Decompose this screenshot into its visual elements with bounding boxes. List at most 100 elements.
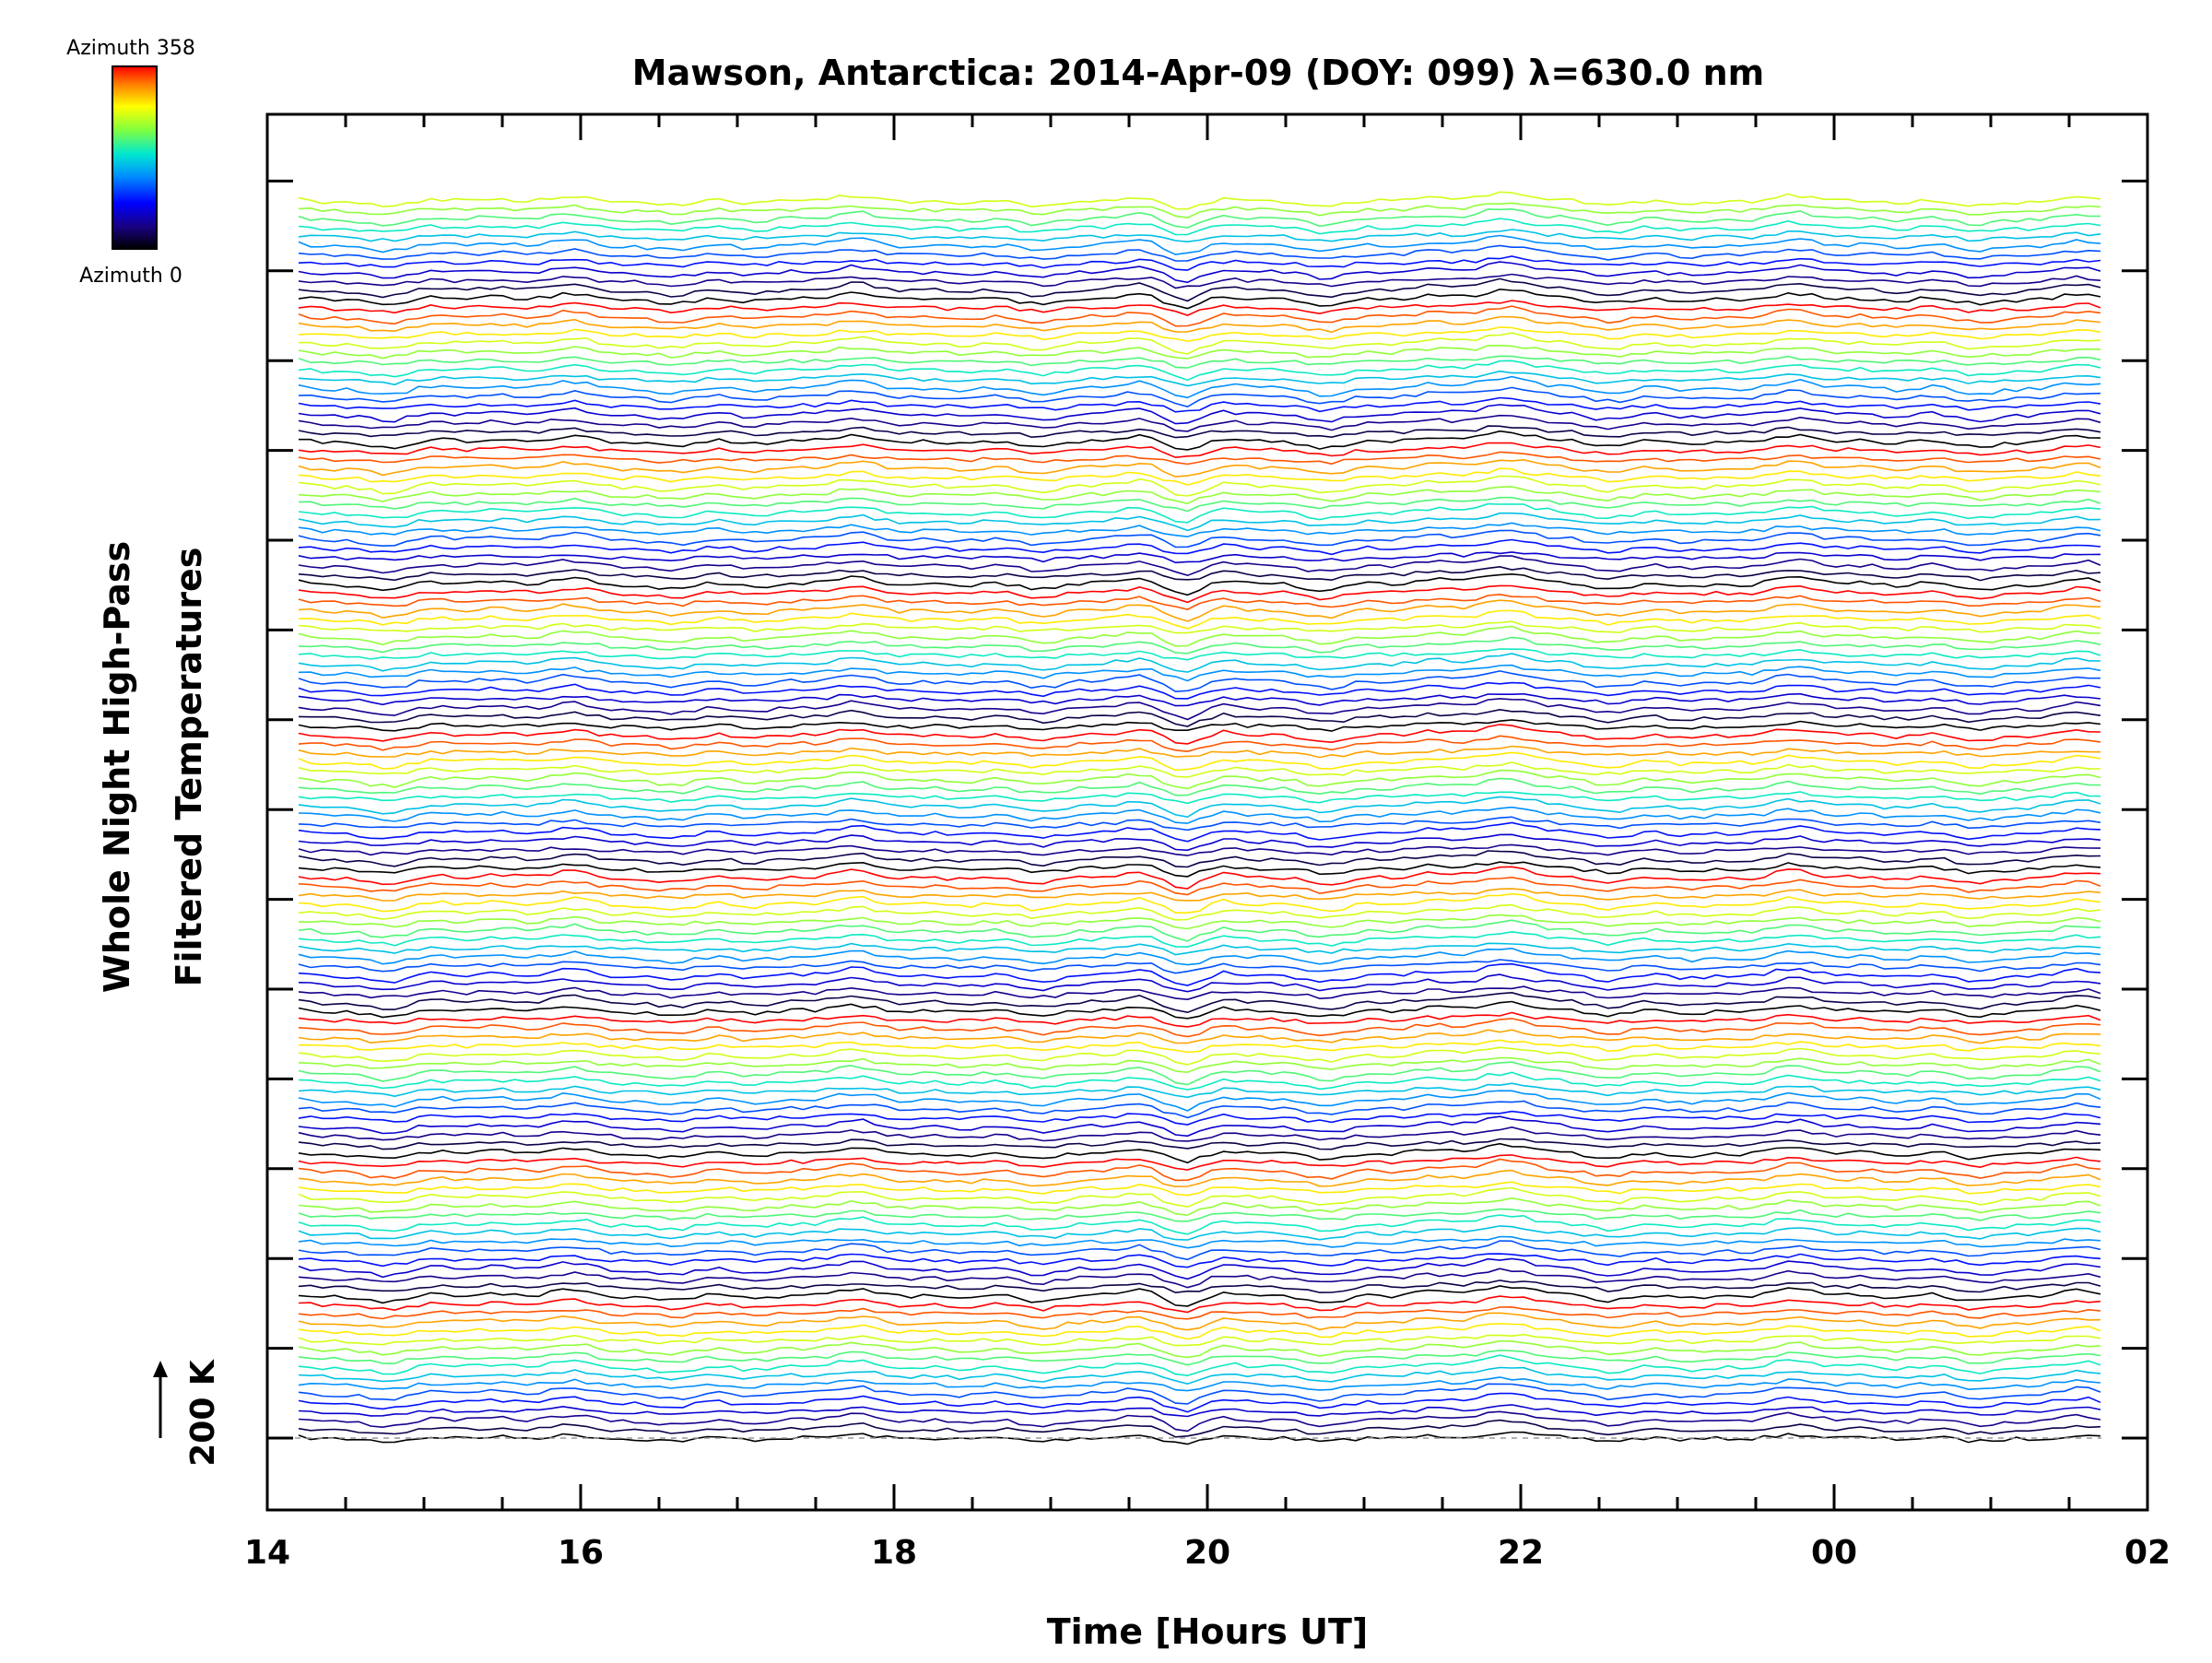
series-line — [298, 1197, 2101, 1217]
series-line — [298, 277, 2101, 302]
series-line — [298, 326, 2101, 342]
series-line — [298, 1046, 2101, 1066]
series-line — [298, 1354, 2101, 1377]
series-line — [298, 724, 2101, 745]
series-line — [298, 1071, 2101, 1091]
series-line — [298, 1339, 2101, 1359]
chart-title: Mawson, Antarctica: 2014-Apr-09 (DOY: 09… — [632, 53, 1764, 93]
series-line — [298, 791, 2101, 805]
series-line — [298, 806, 2101, 824]
series-line — [298, 529, 2101, 548]
x-tick-label: 16 — [558, 1534, 604, 1572]
series-line — [298, 512, 2101, 532]
series-line — [298, 1280, 2101, 1294]
series-line — [298, 625, 2101, 647]
series-line — [298, 386, 2101, 408]
series-line — [298, 903, 2101, 921]
series-line — [298, 1305, 2101, 1320]
series-lines — [298, 191, 2101, 1445]
x-axis-label: Time [Hours UT] — [1047, 1611, 1369, 1652]
series-line — [298, 866, 2101, 890]
series-line — [298, 620, 2101, 634]
series-line — [298, 973, 2101, 993]
series-line — [298, 404, 2101, 425]
series-line — [298, 1404, 2101, 1418]
series-line — [298, 919, 2101, 942]
scale-bar-arrowhead-icon — [153, 1361, 168, 1377]
series-line — [298, 1410, 2101, 1433]
x-tick-label: 14 — [244, 1534, 290, 1572]
series-line — [298, 1333, 2101, 1347]
series-line — [298, 816, 2101, 832]
series-line — [298, 300, 2101, 316]
series-line — [298, 1253, 2101, 1268]
series-line — [298, 584, 2101, 604]
x-tick-label: 00 — [1811, 1534, 1857, 1572]
series-line — [298, 467, 2101, 486]
series-line — [298, 1158, 2101, 1182]
series-line — [298, 761, 2101, 778]
series-line — [298, 1383, 2101, 1405]
series-line — [298, 821, 2101, 843]
series-line — [298, 229, 2101, 243]
series-line — [298, 261, 2101, 284]
series-line — [298, 861, 2101, 878]
x-tick-label: 20 — [1184, 1534, 1230, 1572]
series-line — [298, 1376, 2101, 1392]
series-line — [298, 1138, 2101, 1150]
series-line — [298, 451, 2101, 466]
series-line — [298, 1295, 2101, 1314]
series-line — [298, 414, 2101, 432]
series-line — [298, 1029, 2101, 1044]
series-line — [298, 850, 2101, 868]
series-line — [298, 332, 2101, 355]
series-line — [298, 1312, 2101, 1331]
series-line — [298, 255, 2101, 271]
series-line — [298, 207, 2100, 229]
series-line — [298, 191, 2101, 210]
series-line — [298, 959, 2101, 974]
series-line — [298, 670, 2100, 693]
series-line — [298, 947, 2101, 966]
series-line — [298, 708, 2101, 727]
series-line — [298, 777, 2101, 796]
series-line — [298, 442, 2101, 459]
series-line — [298, 653, 2101, 673]
series-line — [298, 1419, 2101, 1438]
series-line — [298, 892, 2101, 914]
series-line — [298, 1126, 2101, 1142]
series-line — [298, 502, 2101, 524]
series-line — [298, 565, 2101, 582]
series-line — [298, 636, 2101, 655]
series-line — [298, 1350, 2101, 1366]
axis-ticks — [265, 114, 2149, 1510]
series-line — [298, 396, 2101, 413]
series-line — [298, 538, 2101, 556]
series-line — [298, 425, 2101, 439]
series-line — [298, 1142, 2101, 1164]
y-axis-label-line2: Filtered Temperatures — [169, 548, 209, 987]
series-line — [298, 930, 2101, 949]
series-line — [298, 1011, 2101, 1028]
series-line — [298, 599, 2101, 622]
series-line — [298, 1000, 2101, 1020]
series-line — [298, 1392, 2101, 1413]
series-line — [298, 355, 2101, 369]
series-line — [298, 522, 2101, 538]
series-line — [298, 1214, 2101, 1235]
series-line — [298, 375, 2101, 399]
series-line — [298, 769, 2101, 790]
series-line — [298, 1082, 2101, 1099]
series-line — [298, 1181, 2101, 1197]
series-line — [298, 1154, 2101, 1171]
series-line — [298, 843, 2101, 856]
series-line — [298, 1018, 2101, 1038]
series-line — [298, 593, 2101, 610]
series-line — [298, 1366, 2101, 1386]
series-line — [298, 1240, 2101, 1261]
series-line — [298, 609, 2101, 630]
series-line — [298, 551, 2101, 564]
series-line — [298, 273, 2101, 289]
